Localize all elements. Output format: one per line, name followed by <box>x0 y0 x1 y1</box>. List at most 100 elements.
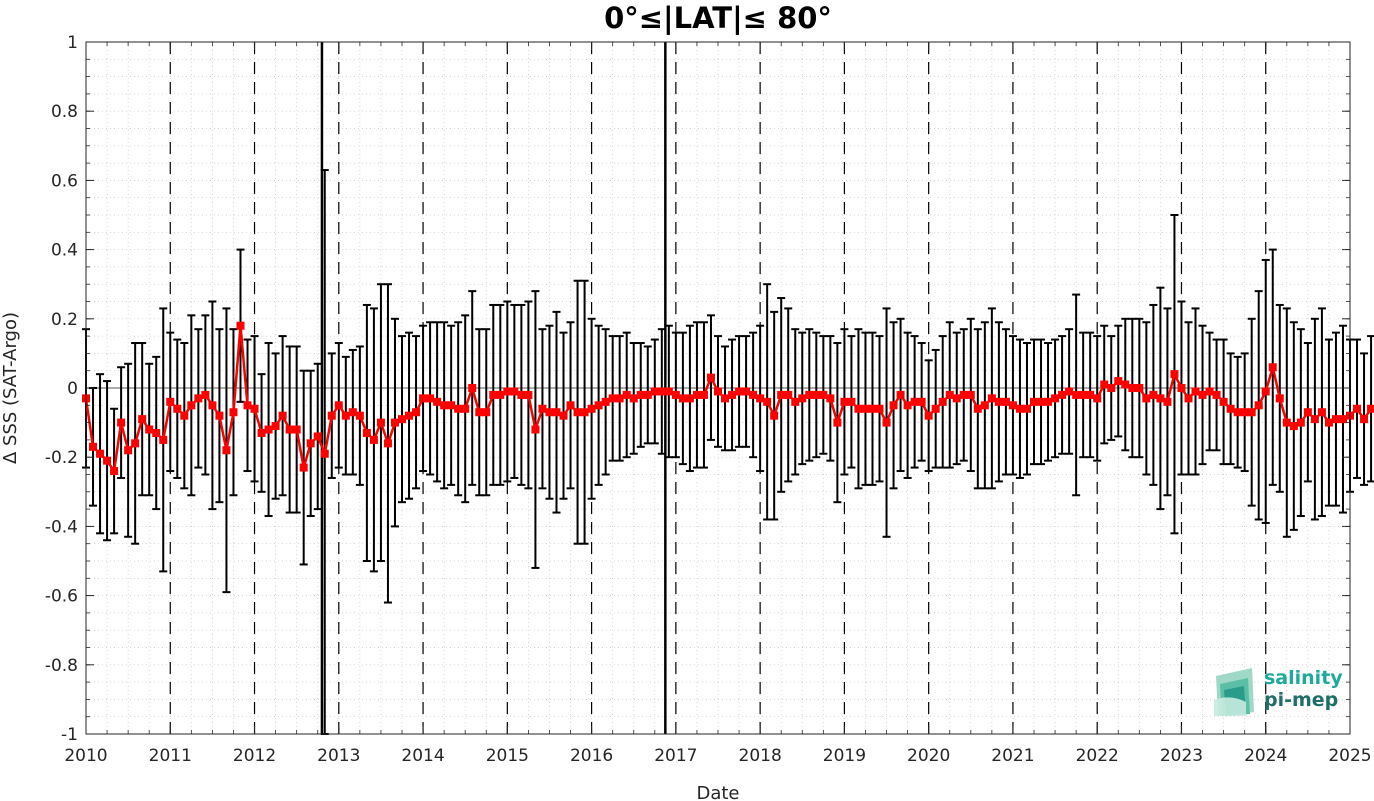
x-tick-label: 2019 <box>823 746 866 766</box>
data-point <box>461 404 470 413</box>
data-point <box>938 397 947 406</box>
y-tick-label: 0.4 <box>51 241 78 261</box>
data-point <box>784 390 793 399</box>
data-point <box>826 394 835 403</box>
data-point <box>110 467 119 476</box>
data-point <box>1289 422 1298 431</box>
x-tick-label: 2021 <box>991 746 1034 766</box>
data-point <box>889 401 898 410</box>
data-point <box>1268 363 1277 372</box>
data-point <box>714 387 722 396</box>
data-point <box>292 425 301 434</box>
data-point <box>1142 394 1151 403</box>
x-tick-label: 2025 <box>1328 746 1371 766</box>
y-tick-label: -0.4 <box>45 517 78 537</box>
data-point <box>180 411 189 420</box>
x-tick-label: 2017 <box>654 746 697 766</box>
data-point <box>791 397 800 406</box>
data-point <box>131 439 140 448</box>
data-point <box>166 397 175 406</box>
data-point <box>559 411 568 420</box>
data-point <box>1212 390 1221 399</box>
data-point <box>524 390 533 399</box>
data-point <box>1338 415 1347 424</box>
logo-waves-icon <box>1214 668 1254 716</box>
data-point <box>706 373 715 382</box>
data-point <box>194 394 203 403</box>
data-point <box>840 397 849 406</box>
data-point <box>1254 401 1263 410</box>
logo-line-1: salinity <box>1264 667 1343 689</box>
data-point <box>482 408 491 417</box>
data-point <box>699 390 708 399</box>
data-point <box>1121 380 1130 389</box>
data-point <box>405 411 414 420</box>
data-point <box>187 401 196 410</box>
data-point <box>763 397 772 406</box>
data-point <box>96 449 105 458</box>
y-tick-label: 0 <box>67 379 78 399</box>
data-point <box>966 390 975 399</box>
x-tick-label: 2016 <box>570 746 613 766</box>
data-point <box>222 446 231 455</box>
data-point <box>383 439 392 448</box>
data-point <box>903 401 912 410</box>
data-point <box>1247 408 1256 417</box>
data-point <box>721 394 730 403</box>
data-point <box>1135 384 1144 392</box>
data-point <box>1015 404 1024 413</box>
data-point <box>952 394 961 403</box>
data-point <box>306 439 315 448</box>
data-point <box>419 394 428 403</box>
y-tick-label: -0.6 <box>45 587 78 607</box>
data-point <box>1296 418 1305 427</box>
data-point <box>489 390 498 399</box>
data-point <box>285 425 294 434</box>
x-tick-label: 2011 <box>149 746 192 766</box>
x-tick-label: 2018 <box>739 746 782 766</box>
x-tick-label: 2014 <box>401 746 444 766</box>
data-point <box>1008 401 1017 410</box>
data-point <box>510 387 519 396</box>
data-point <box>1310 415 1319 424</box>
data-point <box>362 428 371 437</box>
data-point <box>1086 390 1095 399</box>
x-tick-label: 2010 <box>64 746 107 766</box>
data-point <box>692 390 701 399</box>
data-point <box>117 418 126 427</box>
data-point <box>1058 390 1067 399</box>
data-point <box>770 411 779 420</box>
data-point <box>152 428 161 437</box>
data-point <box>313 432 322 441</box>
data-point <box>426 394 435 403</box>
data-point <box>334 401 343 410</box>
data-point <box>1100 380 1109 389</box>
data-point <box>138 415 147 424</box>
data-point <box>1170 370 1179 379</box>
data-point <box>1163 397 1172 406</box>
data-point <box>496 390 505 399</box>
chart-title: 0°≤|LAT|≤ 80° <box>604 1 832 35</box>
data-point <box>917 397 926 406</box>
data-point <box>1177 384 1186 392</box>
data-point <box>1240 408 1249 417</box>
data-point <box>924 411 933 420</box>
data-point <box>503 387 512 396</box>
data-point <box>376 418 385 427</box>
data-point <box>1191 387 1200 396</box>
data-point <box>201 390 210 399</box>
x-tick-labels: 2010 2011 2012 2013 2014 2015 2016 2017 2018 2019… <box>64 746 1371 766</box>
data-point <box>580 408 589 417</box>
logo-line-2: pi-mep <box>1264 689 1338 711</box>
y-tick-label: -0.2 <box>45 448 78 468</box>
data-point <box>1233 408 1242 417</box>
data-point <box>742 387 751 396</box>
data-point <box>973 404 982 413</box>
x-tick-label: 2023 <box>1160 746 1203 766</box>
data-point <box>1107 384 1116 392</box>
data-point <box>412 408 421 417</box>
data-point <box>1367 404 1374 413</box>
data-point <box>1282 418 1291 427</box>
data-point <box>173 404 182 413</box>
data-point <box>264 425 273 434</box>
